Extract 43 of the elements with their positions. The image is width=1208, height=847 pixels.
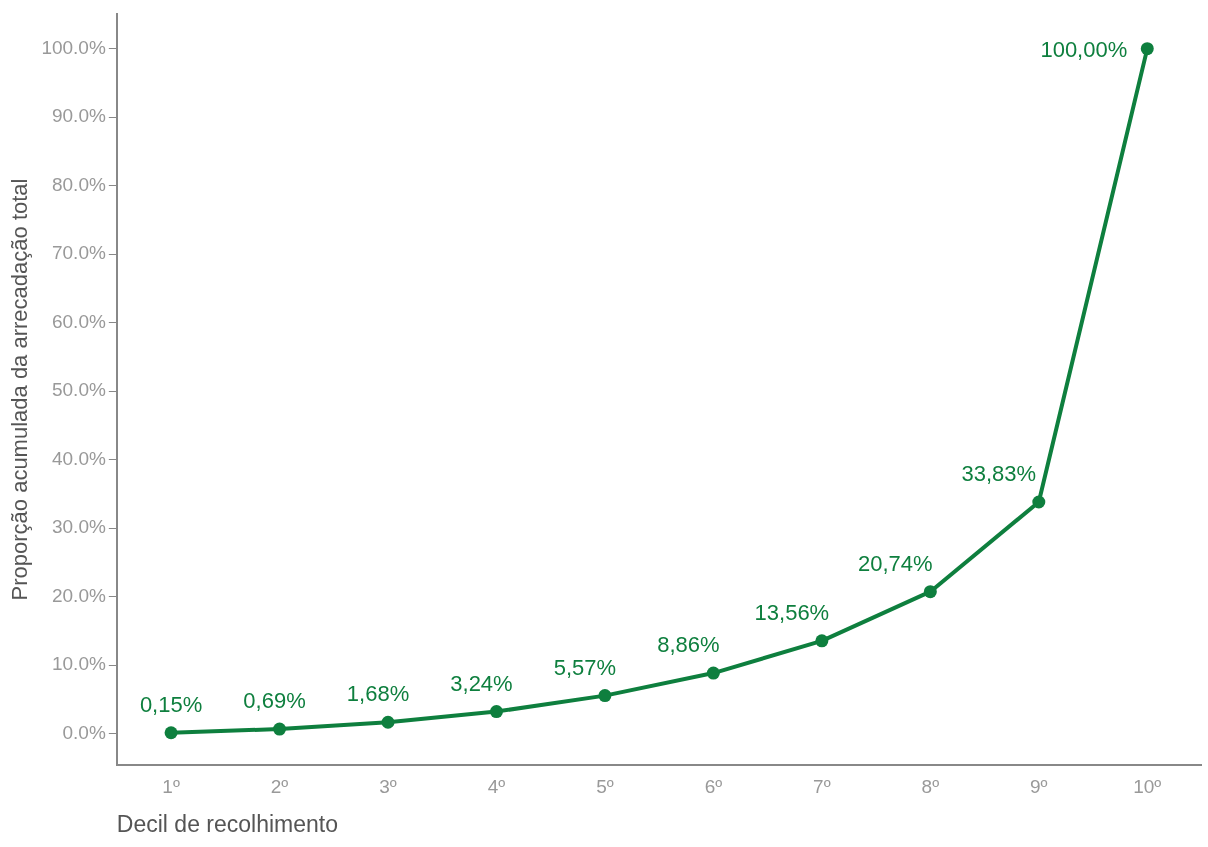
x-tick-label: 9º xyxy=(1030,776,1048,798)
point xyxy=(273,722,287,736)
y-tick-label: 20.0% xyxy=(51,584,106,606)
point xyxy=(489,705,503,719)
x-tick-label: 8º xyxy=(921,776,940,798)
y-tick-label: 80.0% xyxy=(51,173,106,195)
y-tick-label: 10.0% xyxy=(51,653,106,675)
y-tick-label: 60.0% xyxy=(51,310,106,332)
data-label: 8,86% xyxy=(657,632,720,658)
x-tick-label: 5º xyxy=(596,776,614,798)
data-label: 20,74% xyxy=(858,550,933,576)
x-tick-label: 3º xyxy=(379,776,397,798)
data-label: 5,57% xyxy=(553,654,617,680)
x-tick-label: 1º xyxy=(162,776,180,798)
point xyxy=(706,666,720,680)
y-tick-label: 70.0% xyxy=(51,242,106,264)
point xyxy=(923,585,937,599)
data-label: 0,69% xyxy=(243,688,306,714)
x-tick-label: 10º xyxy=(1133,776,1162,798)
y-axis-title: Proporção acumulada da arrecadação total xyxy=(7,178,33,601)
point xyxy=(164,726,178,740)
point xyxy=(1140,42,1154,56)
data-label: 1,68% xyxy=(346,681,410,707)
x-tick-label: 2º xyxy=(270,776,289,798)
y-tick-label: 100.0% xyxy=(41,36,106,58)
data-label: 33,83% xyxy=(961,461,1037,487)
y-tick-label: 40.0% xyxy=(51,447,106,469)
x-tick-label: 6º xyxy=(704,776,723,798)
data-label: 13,56% xyxy=(754,599,830,625)
y-tick-label: 50.0% xyxy=(51,379,106,401)
point xyxy=(815,634,829,648)
data-label: 100,00% xyxy=(1040,36,1128,62)
data-label: 0,15% xyxy=(139,691,203,717)
y-tick-label: 0.0% xyxy=(62,722,106,743)
data-label: 3,24% xyxy=(450,670,513,696)
x-tick-label: 7º xyxy=(813,776,831,798)
point xyxy=(598,689,612,703)
y-tick-label: 90.0% xyxy=(51,105,106,127)
x-tick-label: 4º xyxy=(487,776,506,798)
point xyxy=(1032,495,1046,509)
x-axis-title: Decil de recolhimento xyxy=(116,810,339,837)
y-tick-label: 30.0% xyxy=(51,516,106,538)
point xyxy=(381,715,395,729)
